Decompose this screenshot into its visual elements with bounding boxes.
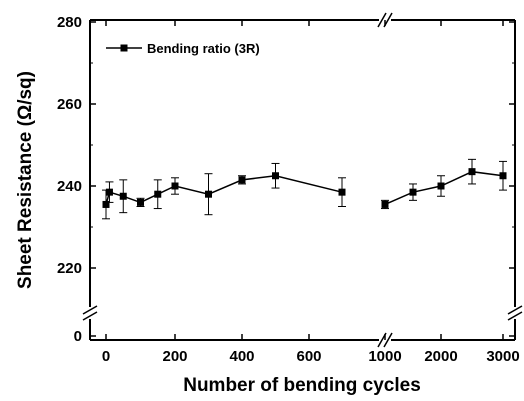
data-point-0-8 (272, 172, 279, 180)
y-break-mark-right-stroke-0 (507, 305, 523, 315)
y-axis-title: Sheet Resistance (Ω/sq) (15, 71, 36, 289)
axes-group (82, 12, 523, 348)
data-point-1-3 (468, 168, 476, 176)
data-point-1-0 (381, 200, 389, 208)
ticks-group: 0 220 240 260 280 0 200 400 600 1000 2000 3000 (57, 14, 520, 365)
data-point-0-3 (137, 198, 144, 206)
x-tick-label-0: 0 (102, 348, 110, 365)
series-line-0-seg-0 (105, 175, 343, 205)
x-break-mark-top-stroke-0 (377, 12, 387, 28)
data-point-0-5 (171, 182, 179, 190)
series-group (102, 158, 507, 220)
legend-marker (120, 44, 128, 52)
x-tick-label-600: 600 (296, 348, 321, 365)
y-break-mark-right-stroke-1 (507, 311, 523, 321)
data-point-0-2 (119, 192, 127, 200)
y-break-mark-left-stroke-0 (82, 305, 98, 315)
y-tick-label-0: 0 (74, 328, 82, 345)
legend: Bending ratio (3R) (106, 41, 260, 56)
x-axis-title: Number of bending cycles (183, 375, 421, 396)
y-tick-label-260: 260 (57, 96, 82, 113)
y-tick-label-240: 240 (57, 178, 82, 195)
x-tick-label-2000: 2000 (424, 348, 457, 365)
data-point-1-2 (437, 182, 445, 190)
y-break-mark-left (82, 305, 98, 321)
x-tick-label-200: 200 (162, 348, 187, 365)
data-point-0-1 (105, 188, 113, 196)
data-point-0-0 (102, 200, 110, 208)
y-break-mark-left-stroke-1 (82, 311, 98, 321)
data-point-0-6 (205, 190, 212, 198)
data-point-1-1 (409, 188, 417, 196)
legend-label: Bending ratio (3R) (147, 41, 260, 56)
x-tick-label-400: 400 (229, 348, 254, 365)
data-point-0-9 (338, 188, 346, 196)
x-break-mark-bottom-stroke-1 (383, 332, 393, 348)
data-point-0-7 (238, 176, 246, 184)
y-tick-label-220: 220 (57, 260, 82, 277)
y-tick-label-280: 280 (57, 14, 82, 31)
data-point-1-4 (499, 172, 507, 180)
y-break-mark-right (507, 305, 523, 321)
data-point-0-4 (154, 190, 162, 198)
x-tick-label-1000: 1000 (368, 348, 401, 365)
x-tick-label-3000: 3000 (486, 348, 519, 365)
